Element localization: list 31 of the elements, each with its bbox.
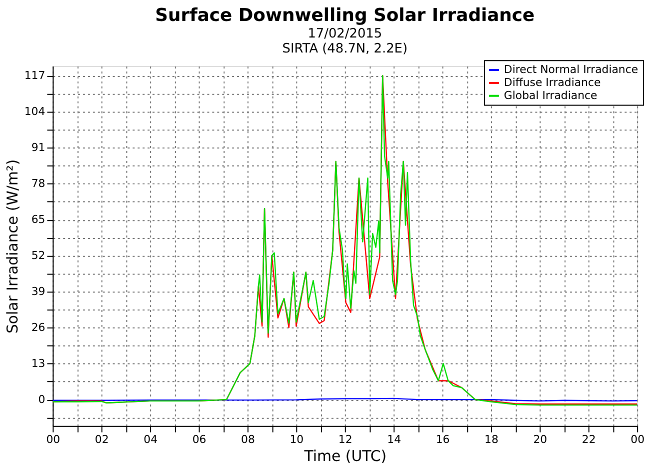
- x-tick-label: 02: [94, 433, 109, 446]
- y-tick-label: 52: [31, 249, 46, 262]
- x-tick-label: 20: [533, 433, 548, 446]
- chart-title: Surface Downwelling Solar Irradiance: [155, 4, 535, 26]
- y-tick-label: 13: [31, 357, 46, 370]
- x-tick-label: 06: [192, 433, 206, 446]
- y-tick-label: 78: [31, 177, 46, 190]
- x-axis-title: Time (UTC): [303, 447, 387, 466]
- legend-label: Diffuse Irradiance: [504, 76, 601, 89]
- legend-label: Global Irradiance: [504, 88, 598, 102]
- y-tick-label: 91: [31, 141, 46, 154]
- y-tick-label: 0: [38, 393, 46, 406]
- y-tick-label: 104: [24, 105, 46, 118]
- legend-label: Direct Normal Irradiance: [504, 62, 638, 76]
- y-tick-label: 26: [31, 321, 46, 334]
- x-tick-label: 16: [436, 433, 450, 446]
- x-tick-label: 10: [290, 433, 304, 446]
- text: 17/02/2015: [308, 26, 382, 42]
- x-tick-label: 08: [241, 433, 255, 446]
- y-tick-label: 39: [31, 285, 46, 298]
- x-tick-label: 04: [144, 433, 158, 446]
- x-tick-label: 22: [582, 433, 596, 446]
- x-tick-label: 12: [338, 433, 352, 446]
- x-tick-label: 00: [630, 433, 645, 446]
- x-tick-label: 00: [46, 433, 60, 446]
- text: SIRTA (48.7N, 2.2E): [282, 42, 408, 57]
- x-tick-label: 14: [387, 433, 402, 446]
- x-tick-label: 18: [484, 433, 498, 446]
- y-axis-title: Solar Irradiance (W/m²): [3, 159, 22, 334]
- y-tick-label: 65: [31, 213, 46, 226]
- y-tick-label: 117: [24, 69, 46, 82]
